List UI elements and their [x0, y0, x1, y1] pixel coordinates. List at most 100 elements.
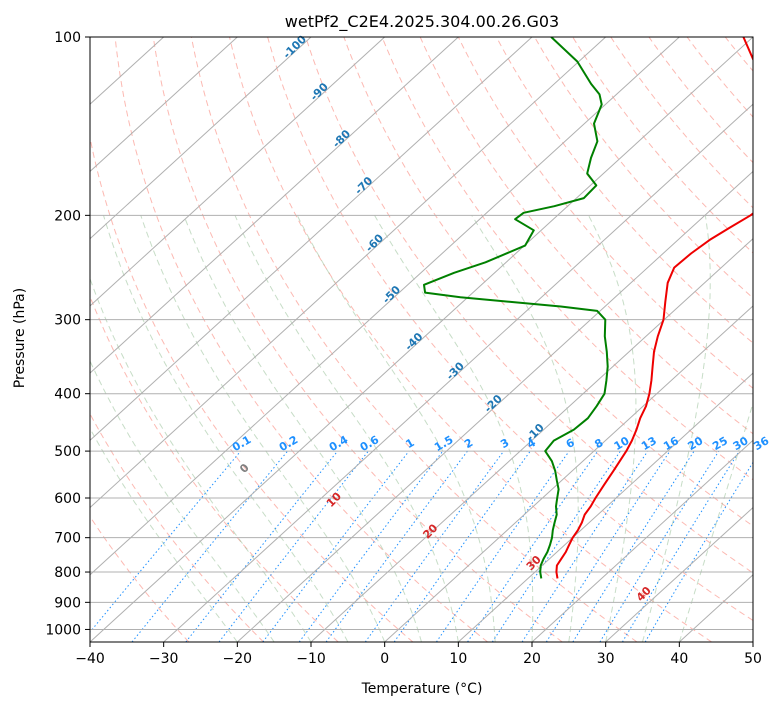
mixing-ratio-label: 25 — [710, 434, 730, 453]
dry-adiabat-line — [495, 37, 753, 344]
x-tick-label: 20 — [523, 651, 541, 667]
y-axis-label: Pressure (hPa) — [12, 288, 28, 388]
y-tick-label: 100 — [54, 30, 81, 46]
chart-title: wetPf2_C2E4.2025.304.00.26.G03 — [285, 12, 559, 32]
mixing-ratio-label: 2 — [462, 436, 475, 451]
isotherm-line — [90, 37, 607, 509]
x-tick-label: −40 — [75, 651, 105, 667]
isotherm-line — [90, 37, 753, 642]
dry-adiabat-line — [90, 515, 190, 642]
dry-adiabat-line — [90, 135, 414, 642]
isotherm-line — [531, 439, 753, 642]
mixing-ratio-line — [298, 450, 444, 642]
mixing-ratio-label: 16 — [661, 434, 681, 453]
mixing-ratio-label: 36 — [752, 434, 772, 453]
isotherm-line — [310, 237, 753, 642]
dry-adiabat-line — [114, 37, 488, 642]
isotherm-label: -90 — [308, 80, 331, 103]
isotherm-line — [90, 37, 680, 576]
moist-adiabat-line — [90, 359, 275, 642]
isotherm-line — [90, 37, 312, 240]
mixing-ratio-label: 20 — [686, 434, 706, 453]
dry-adiabat-line — [190, 37, 638, 642]
mixing-ratio-label: 8 — [592, 436, 605, 451]
x-tick-label: −20 — [223, 651, 253, 667]
mixing-ratio-label: 30 — [731, 434, 751, 453]
dry-adiabat-line — [381, 37, 753, 481]
mixing-ratio-line — [599, 450, 720, 642]
x-tick-label: 0 — [380, 651, 389, 667]
y-tick-label: 900 — [54, 595, 81, 611]
isotherm-line — [752, 641, 753, 642]
y-tick-label: 1000 — [45, 622, 81, 638]
x-tick-label: −10 — [296, 651, 326, 667]
moist-adiabat-line — [234, 215, 459, 642]
y-tick-label: 700 — [54, 531, 81, 547]
isotherm-line — [90, 37, 459, 374]
y-tick-label: 500 — [54, 444, 81, 460]
x-tick-label: 10 — [449, 651, 467, 667]
isotherm-line — [384, 305, 753, 642]
mixing-ratio-line — [364, 450, 505, 642]
x-tick-label: 50 — [744, 651, 762, 667]
dry-adiabat-label: 0 — [237, 461, 252, 476]
moist-adiabat-line — [90, 277, 312, 642]
isotherm-line — [457, 372, 753, 642]
dry-adiabat-line — [343, 37, 753, 527]
plot-frame — [89, 36, 754, 643]
y-tick-label: 600 — [54, 491, 81, 507]
mixing-ratio-line — [218, 450, 369, 642]
mixing-ratio-line — [572, 450, 695, 642]
dry-adiabat-line — [686, 37, 753, 118]
y-tick-label: 800 — [54, 565, 81, 581]
moist-adiabat-line — [678, 401, 753, 642]
y-tick-label: 400 — [54, 387, 81, 403]
x-tick-label: 40 — [670, 651, 688, 667]
dry-adiabat-line — [534, 37, 753, 299]
dewpoint-line — [423, 37, 609, 579]
moist-adiabat-line — [140, 215, 386, 642]
dry-adiabat-line — [229, 37, 712, 642]
dry-adiabat-line — [610, 37, 753, 209]
dry-adiabat-line — [419, 37, 753, 435]
mixing-ratio-line — [545, 450, 671, 642]
mixing-ratio-line — [393, 450, 531, 642]
dry-adiabat-line — [90, 412, 264, 642]
mixing-ratio-label: 6 — [564, 436, 577, 451]
dry-adiabat-line — [305, 37, 753, 574]
isotherm-line — [90, 37, 533, 442]
mixing-ratio-label: 1 — [404, 436, 417, 451]
plot-area: -100-90-80-70-60-50-40-30-20-100.1 0.2 0.4… — [89, 32, 775, 643]
y-tick-label: 200 — [54, 208, 81, 224]
moist-adiabat-line — [296, 215, 496, 642]
y-tick-label: 300 — [54, 313, 81, 329]
dry-adiabat-line — [152, 37, 563, 642]
x-axis-label: Temperature (°C) — [361, 681, 483, 697]
moist-adiabat-line — [103, 215, 349, 642]
x-tick-label: −30 — [149, 651, 179, 667]
background-lines — [90, 37, 775, 642]
mixing-ratio-line — [467, 450, 599, 642]
dry-adiabat-line — [267, 37, 753, 622]
mixing-ratio-line — [621, 450, 740, 642]
mixing-ratio-line — [644, 461, 753, 642]
isotherm-line — [90, 37, 238, 173]
dry-adiabat-line — [572, 37, 753, 254]
isotherm-label: -50 — [380, 283, 403, 306]
dry-adiabat-line — [763, 37, 775, 642]
isotherm-line — [90, 37, 386, 307]
isotherm-label: -70 — [352, 174, 375, 197]
isotherm-label: -60 — [363, 231, 386, 254]
isotherm-label: -40 — [402, 330, 425, 353]
isotherm-label: -30 — [444, 359, 467, 382]
dry-adiabat-line — [724, 37, 753, 72]
moist-adiabat-line — [90, 427, 238, 642]
moist-adiabat-line — [374, 215, 534, 642]
mixing-ratio-label: 3 — [498, 436, 511, 451]
moist-adiabat-line — [588, 215, 637, 642]
isotherm-line — [236, 170, 753, 642]
mixing-ratio-label: 13 — [639, 434, 659, 453]
dry-adiabat-line — [648, 37, 753, 164]
moist-adiabat-line — [642, 215, 711, 642]
